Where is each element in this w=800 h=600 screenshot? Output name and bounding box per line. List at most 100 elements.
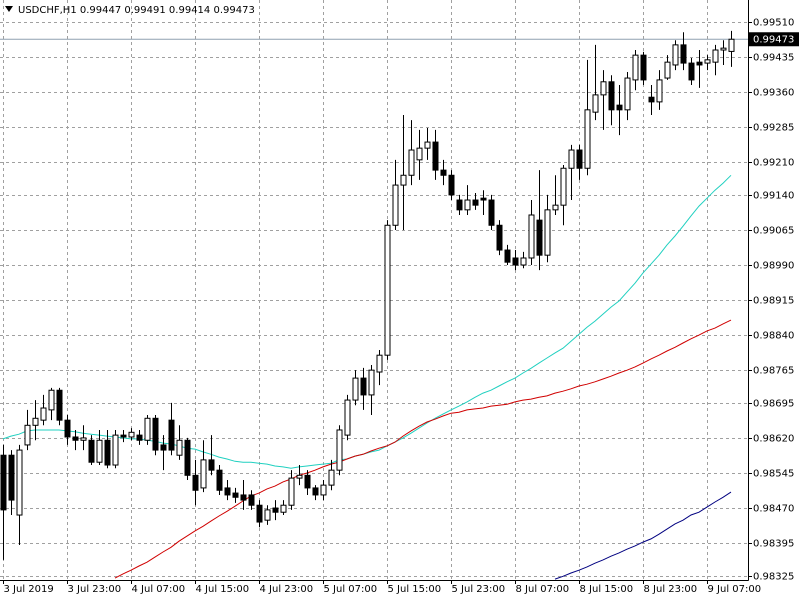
y-tick-label: 0.98840 bbox=[753, 331, 794, 342]
candle-body bbox=[88, 439, 95, 463]
candle-body bbox=[536, 219, 543, 256]
candle-body bbox=[40, 407, 47, 421]
x-tick-label: 4 Jul 15:00 bbox=[196, 584, 250, 595]
candle-body bbox=[528, 214, 535, 259]
candle-body bbox=[352, 377, 359, 401]
candle-body bbox=[208, 459, 215, 471]
candle-body bbox=[344, 399, 351, 436]
y-tick-label: 0.99435 bbox=[753, 53, 794, 64]
candle-body bbox=[504, 249, 511, 263]
candle-body bbox=[248, 494, 255, 506]
candle-body bbox=[368, 369, 375, 396]
x-tick-label: 5 Jul 23:00 bbox=[452, 584, 506, 595]
candle-body bbox=[456, 199, 463, 211]
candle-body bbox=[472, 199, 479, 206]
candle-body bbox=[640, 54, 647, 81]
candle-body bbox=[720, 47, 727, 51]
y-tick-label: 0.98765 bbox=[753, 366, 794, 377]
candle-body bbox=[608, 81, 615, 111]
candle-body bbox=[320, 484, 327, 496]
candle-body bbox=[280, 504, 287, 513]
candle-body bbox=[432, 141, 439, 171]
candle-body bbox=[360, 377, 367, 396]
x-tick-label: 8 Jul 15:00 bbox=[580, 584, 634, 595]
candle-body bbox=[272, 507, 279, 513]
last-price-box bbox=[749, 32, 799, 47]
candle-body bbox=[384, 224, 391, 356]
candle-body bbox=[624, 77, 631, 111]
candle-body bbox=[592, 94, 599, 113]
candle-body bbox=[616, 104, 623, 111]
candle-body bbox=[216, 469, 223, 491]
candle-body bbox=[0, 454, 7, 511]
candle-body bbox=[112, 434, 119, 466]
candle-body bbox=[200, 459, 207, 489]
candle-body bbox=[392, 184, 399, 226]
candle-body bbox=[424, 141, 431, 149]
candle-body bbox=[192, 474, 199, 491]
last-price-label: 0.99473 bbox=[753, 34, 794, 45]
y-tick-label: 0.99210 bbox=[753, 158, 794, 169]
y-tick-label: 0.98325 bbox=[753, 572, 794, 583]
candle-body bbox=[296, 474, 303, 479]
candle-body bbox=[696, 61, 703, 66]
moving-average-line bbox=[114, 319, 732, 579]
x-tick-label: 5 Jul 07:00 bbox=[324, 584, 378, 595]
candle-body bbox=[408, 149, 415, 176]
candle-body bbox=[656, 79, 663, 103]
candle-body bbox=[232, 492, 239, 498]
candle-body bbox=[304, 474, 311, 489]
x-tick-label: 8 Jul 23:00 bbox=[644, 584, 698, 595]
x-tick-label: 9 Jul 07:00 bbox=[708, 584, 762, 595]
candle-body bbox=[336, 429, 343, 471]
candle-body bbox=[712, 49, 719, 63]
y-tick-label: 0.98915 bbox=[753, 296, 794, 307]
candle-body bbox=[584, 109, 591, 169]
candle-body bbox=[64, 419, 71, 438]
candle-body bbox=[512, 257, 519, 266]
x-tick-label: 3 Jul 2019 bbox=[4, 584, 54, 595]
candle-body bbox=[128, 431, 135, 438]
candle-body bbox=[568, 149, 575, 169]
candle-body bbox=[448, 174, 455, 196]
candle-body bbox=[184, 439, 191, 476]
candle-body bbox=[400, 174, 407, 186]
candle-body bbox=[256, 504, 263, 523]
candle-body bbox=[224, 487, 231, 496]
candle-body bbox=[16, 449, 23, 516]
y-tick-label: 0.99285 bbox=[753, 123, 794, 134]
symbol-menu-icon bbox=[5, 6, 13, 12]
candle-body bbox=[56, 389, 63, 421]
x-tick-label: 3 Jul 23:00 bbox=[68, 584, 122, 595]
candle-body bbox=[24, 424, 31, 446]
candle-body bbox=[96, 439, 103, 463]
candle-body bbox=[144, 417, 151, 441]
candle-body bbox=[576, 149, 583, 169]
candle-body bbox=[704, 59, 711, 64]
candle-body bbox=[496, 224, 503, 251]
candle-body bbox=[312, 487, 319, 496]
y-tick-label: 0.98545 bbox=[753, 469, 794, 480]
candle-body bbox=[176, 439, 183, 456]
candle-body bbox=[8, 454, 15, 501]
candle-body bbox=[520, 257, 527, 266]
candle-body bbox=[440, 169, 447, 176]
candle-body bbox=[560, 167, 567, 206]
x-tick-label: 5 Jul 15:00 bbox=[388, 584, 442, 595]
y-tick-label: 0.99065 bbox=[753, 226, 794, 237]
candle-body bbox=[728, 38, 735, 52]
candle-body bbox=[376, 354, 383, 373]
candle-body bbox=[480, 197, 487, 201]
candle-body bbox=[120, 434, 127, 438]
candle-body bbox=[416, 147, 423, 161]
candle-body bbox=[32, 417, 39, 426]
moving-average-line bbox=[554, 491, 732, 580]
candle-body bbox=[600, 81, 607, 96]
candle-body bbox=[48, 389, 55, 411]
candle-body bbox=[240, 494, 247, 501]
y-tick-label: 0.98470 bbox=[753, 504, 794, 515]
candle-body bbox=[464, 199, 471, 211]
x-tick-label: 4 Jul 23:00 bbox=[260, 584, 314, 595]
